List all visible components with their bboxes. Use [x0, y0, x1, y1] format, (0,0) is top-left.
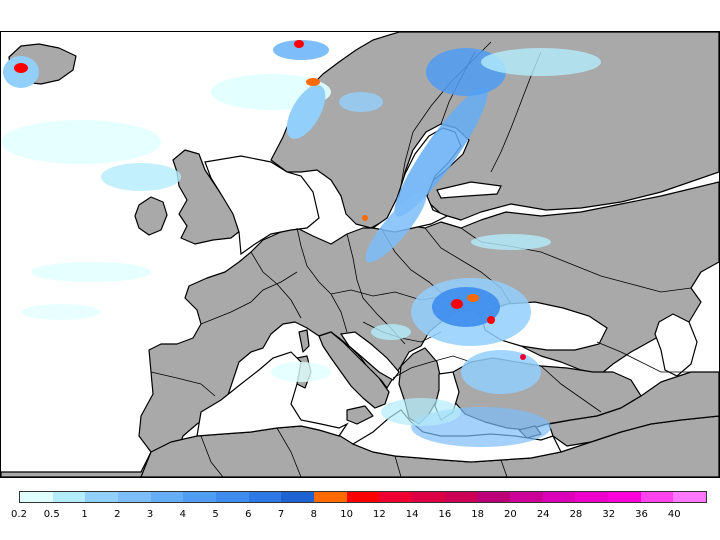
- border: [276, 427, 302, 477]
- gulf-of-finland: [436, 181, 502, 199]
- legend-label: 0.2: [11, 509, 27, 520]
- legend-swatch: [314, 492, 347, 502]
- caspian-sea: [654, 313, 698, 377]
- precip-core: [451, 299, 463, 309]
- precip-core: [487, 316, 495, 324]
- great-britain: [172, 149, 242, 245]
- legend-label: 14: [405, 509, 419, 520]
- legend-swatch: [444, 492, 478, 502]
- legend-swatch: [608, 492, 641, 502]
- precip-area: [1, 120, 161, 164]
- precipitation-field: [1, 40, 601, 447]
- sicily: [346, 405, 374, 425]
- legend-swatch: [52, 492, 86, 502]
- precip-area: [365, 191, 427, 263]
- corsica: [298, 329, 310, 353]
- legend-label: 24: [536, 509, 550, 520]
- legend-label: 18: [471, 509, 485, 520]
- legend-swatch: [281, 492, 315, 502]
- mediterranean-west: [196, 351, 349, 437]
- legend-swatch: [575, 492, 609, 502]
- precip-area: [271, 362, 331, 382]
- precip-area: [273, 40, 329, 60]
- legend-swatch: [510, 492, 543, 502]
- legend-swatch: [150, 492, 184, 502]
- precip-area: [381, 398, 461, 426]
- precip-area: [101, 163, 181, 191]
- legend-label: 6: [245, 509, 252, 520]
- legend-swatch: [412, 492, 445, 502]
- legend-swatch: [379, 492, 413, 502]
- legend-label: 12: [373, 509, 386, 520]
- border: [596, 341, 691, 373]
- legend-swatch: [542, 492, 576, 502]
- legend-swatch: [477, 492, 511, 502]
- legend-label: 16: [438, 509, 452, 520]
- legend-colorbar: [19, 491, 707, 503]
- legend-label: 4: [179, 509, 186, 520]
- border: [500, 459, 508, 477]
- precip-core: [294, 40, 304, 48]
- precip-area: [286, 85, 326, 139]
- legend-label: 5: [212, 509, 219, 520]
- precip-core: [306, 78, 320, 86]
- legend-swatch: [248, 492, 282, 502]
- legend-label: 3: [146, 509, 154, 520]
- precipitation-map: [0, 31, 720, 478]
- precip-area: [461, 350, 541, 394]
- legend-swatch: [673, 492, 707, 502]
- border: [540, 365, 602, 413]
- legend-swatch: [20, 492, 53, 502]
- precip-area: [21, 304, 101, 320]
- legend-label: 1: [81, 509, 88, 520]
- precip-area: [432, 287, 500, 327]
- ireland: [134, 196, 168, 236]
- legend-label: 7: [277, 509, 285, 520]
- legend-label: 2: [114, 509, 121, 520]
- legend-label: 40: [667, 509, 681, 520]
- border: [392, 355, 472, 379]
- legend-label: 32: [602, 509, 616, 520]
- precip-area: [31, 262, 151, 282]
- legend-label: 28: [569, 509, 583, 520]
- legend-swatch: [85, 492, 119, 502]
- north-sea: [204, 155, 320, 256]
- border: [394, 455, 402, 477]
- precip-core: [467, 294, 479, 302]
- precip-core: [520, 354, 526, 360]
- legend-swatch: [640, 492, 674, 502]
- legend-label: 20: [504, 509, 517, 520]
- legend-swatch: [346, 492, 380, 502]
- precip-area: [339, 92, 383, 112]
- legend-label: 10: [340, 509, 353, 520]
- precip-area: [481, 48, 601, 76]
- precip-area: [394, 87, 488, 217]
- precip-area: [371, 324, 411, 340]
- precip-core: [14, 63, 28, 73]
- legend-label: 8: [310, 509, 318, 520]
- border: [200, 435, 224, 477]
- legend-swatch: [183, 492, 217, 502]
- middle-east: [548, 371, 719, 447]
- border: [150, 371, 216, 397]
- legend-label: 36: [635, 509, 648, 520]
- precip-core: [362, 215, 368, 221]
- map-canvas: [1, 32, 719, 477]
- italy: [318, 331, 390, 409]
- precip-area: [471, 234, 551, 250]
- border: [250, 251, 302, 319]
- legend-swatch: [216, 492, 249, 502]
- border: [200, 271, 298, 325]
- border: [296, 227, 348, 333]
- legend-label: 0.5: [43, 509, 60, 520]
- legend-swatch: [118, 492, 151, 502]
